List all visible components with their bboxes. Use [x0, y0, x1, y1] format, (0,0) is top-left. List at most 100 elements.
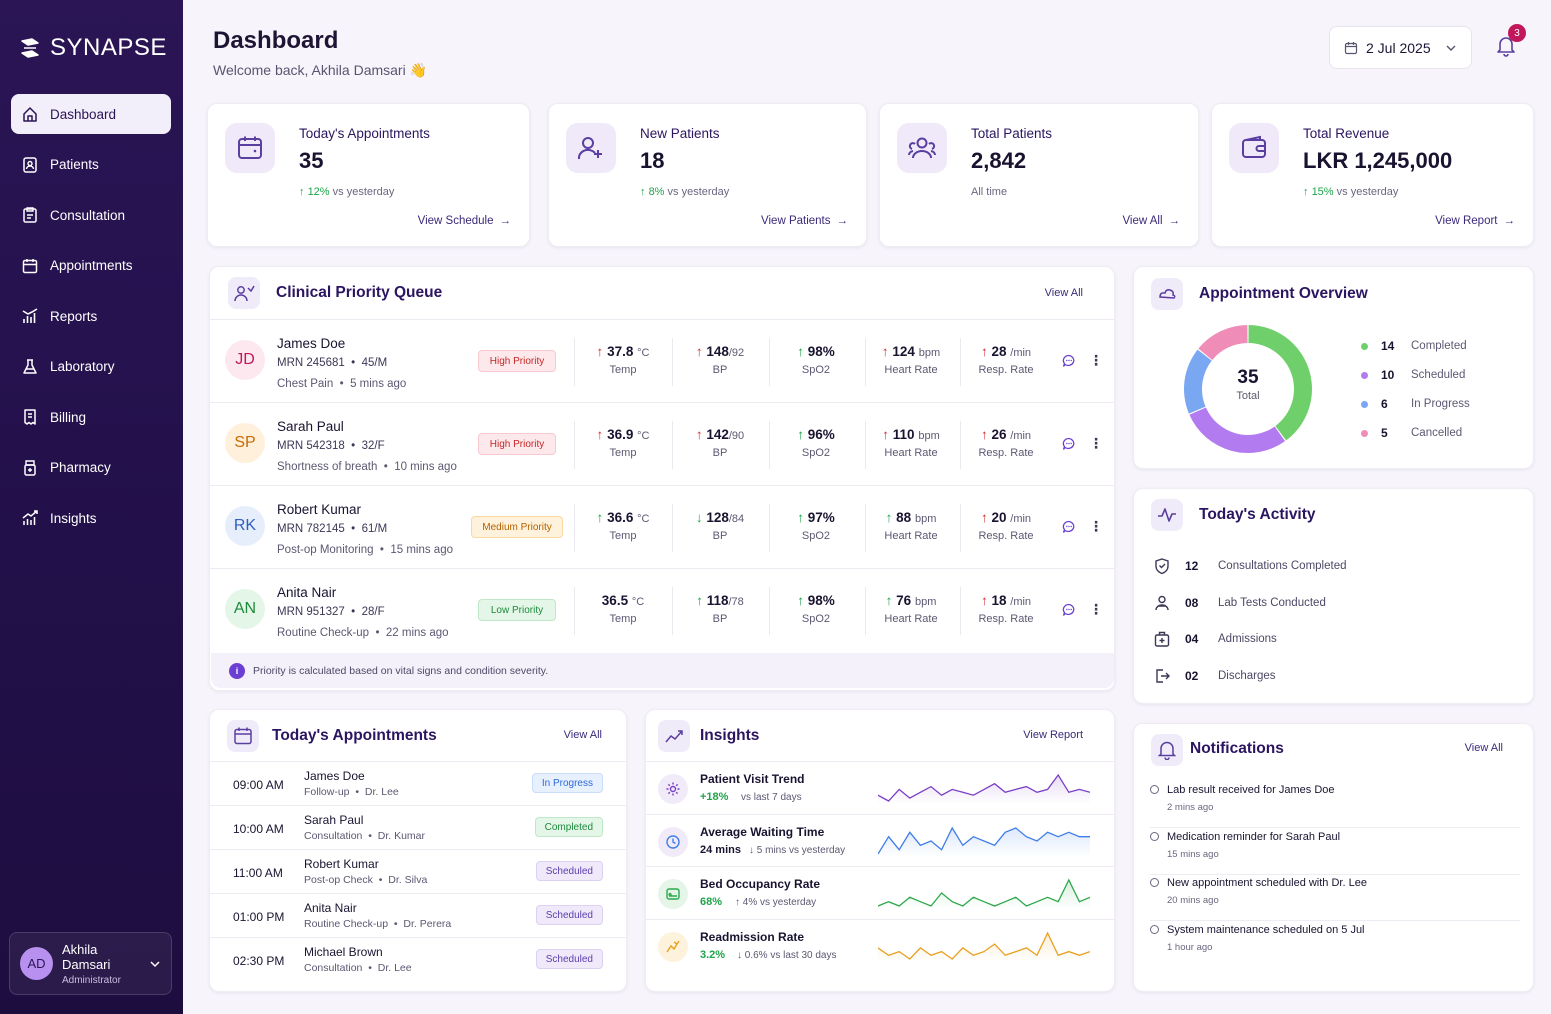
stat-link[interactable]: View All → [1122, 215, 1180, 227]
logo[interactable]: SYNAPSE [18, 34, 167, 62]
vital-hr: ↑ 124 bpm Heart Rate [866, 344, 956, 376]
user-menu[interactable]: AD Akhila Damsari Administrator [9, 932, 172, 995]
sparkline-chart [878, 930, 1090, 962]
appointment-row[interactable]: 02:30 PM Michael Brown Consultation • Dr… [210, 937, 628, 981]
arrow-up-icon: ↑ [797, 593, 804, 608]
sidebar-item-patients[interactable]: Patients [11, 145, 171, 185]
appointments-view-all-link[interactable]: View All [563, 729, 602, 741]
flask-icon [23, 358, 37, 374]
vital-label: Temp [609, 364, 637, 376]
insight-row[interactable]: Patient Visit Trend +18% vs last 7 days [646, 761, 1116, 813]
clipboard-icon [23, 207, 37, 223]
stat-link[interactable]: View Report → [1435, 215, 1515, 227]
stat-label: Total Patients [971, 126, 1053, 141]
sidebar-item-label: Patients [50, 157, 99, 172]
appointment-details: Consultation • Dr. Lee [304, 962, 412, 974]
donut-slice-scheduled[interactable] [1189, 407, 1286, 453]
more-options-icon[interactable]: ⋮ [1089, 352, 1103, 368]
insight-row[interactable]: Bed Occupancy Rate 68% ↑ 4% vs yesterday [646, 866, 1116, 918]
sparkline-chart [878, 878, 1090, 909]
sidebar-item-appointments[interactable]: Appointments [11, 246, 171, 286]
legend-label: Scheduled [1411, 369, 1466, 381]
notifications-title: Notifications [1190, 740, 1284, 757]
vital-label: Temp [609, 447, 637, 459]
insights-view-report-link[interactable]: View Report [1023, 729, 1083, 741]
donut-slice-in-progress[interactable] [1184, 349, 1212, 414]
activity-item: 02 Discharges [1153, 667, 1276, 685]
legend-value: 10 [1381, 368, 1395, 382]
activity-label: Discharges [1218, 669, 1276, 682]
queue-row[interactable]: JD James Doe MRN 245681 • 45/M Chest Pai… [210, 319, 1114, 402]
queue-row[interactable]: SP Sarah Paul MRN 542318 • 32/F Shortnes… [210, 402, 1114, 485]
activity-count: 12 [1185, 559, 1199, 573]
sidebar-item-insights[interactable]: Insights [11, 498, 171, 538]
legend-dot [1361, 429, 1368, 437]
sidebar-item-label: Dashboard [50, 106, 117, 122]
chevron-down-icon [1446, 45, 1456, 51]
more-options-icon[interactable]: ⋮ [1089, 435, 1103, 451]
stat-card-total-patients: Total Patients 2,842 All time View All → [879, 103, 1199, 247]
pulse-icon [1151, 499, 1183, 531]
sidebar-item-pharmacy[interactable]: Pharmacy [11, 448, 171, 488]
divider [769, 421, 770, 469]
calendar-icon [1344, 41, 1358, 54]
vital-temp: ↑ 37.8 °C Temp [578, 344, 668, 376]
patient-name[interactable]: James Doe [277, 336, 346, 351]
message-icon[interactable] [1062, 354, 1076, 371]
notification-item[interactable]: Medication reminder for Sarah Paul 15 mi… [1150, 828, 1520, 875]
message-icon[interactable] [1062, 603, 1076, 620]
insight-row[interactable]: Average Waiting Time 24 mins ↓ 5 mins vs… [646, 813, 1116, 866]
appointment-row[interactable]: 09:00 AM James Doe Follow-up • Dr. Lee I… [210, 761, 628, 805]
appointment-details: Routine Check-up • Dr. Perera [304, 918, 452, 930]
appointment-row[interactable]: 01:00 PM Anita Nair Routine Check-up • D… [210, 893, 628, 937]
queue-view-all-link[interactable]: View All [1044, 287, 1083, 299]
more-options-icon[interactable]: ⋮ [1089, 601, 1103, 617]
message-icon[interactable] [1062, 437, 1076, 454]
sidebar-item-billing[interactable]: Billing [11, 397, 171, 437]
stat-value: 35 [299, 148, 324, 173]
legend-value: 5 [1381, 426, 1388, 440]
sidebar-item-laboratory[interactable]: Laboratory [11, 347, 171, 387]
insight-title: Patient Visit Trend [700, 772, 805, 786]
bell-icon [1151, 734, 1183, 766]
home-icon [23, 107, 37, 122]
priority-badge: High Priority [478, 433, 556, 455]
notification-item[interactable]: System maintenance scheduled on 5 Jul 1 … [1150, 921, 1520, 968]
patient-name[interactable]: Anita Nair [277, 585, 337, 600]
divider [672, 421, 673, 469]
patient-name[interactable]: Sarah Paul [277, 419, 344, 434]
queue-row[interactable]: AN Anita Nair MRN 951327 • 28/F Routine … [210, 568, 1114, 651]
up-arrow-icon: ↑ [640, 186, 649, 198]
sidebar-item-dashboard[interactable]: Dashboard [11, 94, 171, 134]
trend-chart-icon [22, 510, 38, 525]
footnote-text: Priority is calculated based on vital si… [253, 664, 549, 677]
notification-item[interactable]: New appointment scheduled with Dr. Lee 2… [1150, 874, 1520, 921]
divider [865, 338, 866, 386]
notification-item[interactable]: Lab result received for James Doe 2 mins… [1150, 781, 1520, 828]
main-content: Dashboard Welcome back, Akhila Damsari 👋… [183, 0, 1551, 1014]
gear-people-icon [658, 774, 688, 804]
stat-link[interactable]: View Patients → [761, 215, 848, 227]
patient-mrn: MRN 951327 • 28/F [277, 606, 385, 618]
notifications-button[interactable]: 3 [1488, 24, 1526, 66]
queue-row[interactable]: RK Robert Kumar MRN 782145 • 61/M Post-o… [210, 485, 1114, 568]
more-options-icon[interactable]: ⋮ [1089, 518, 1103, 534]
patient-name[interactable]: Robert Kumar [277, 502, 362, 517]
appointment-time: 01:00 PM [233, 910, 285, 924]
donut-slice-completed[interactable] [1248, 325, 1312, 441]
message-icon[interactable] [1062, 520, 1076, 537]
stat-link[interactable]: View Schedule → [417, 215, 511, 227]
donut-total: 35 [1237, 367, 1259, 388]
vital-spo2: ↑ 97% SpO2 [771, 510, 861, 542]
stat-card-new-patients: New Patients 18 ↑ 8% vs yesterday View P… [548, 103, 867, 247]
date-picker[interactable]: 2 Jul 2025 [1329, 26, 1472, 69]
sidebar-item-consultation[interactable]: Consultation [11, 195, 171, 235]
stat-change: All time [971, 186, 1008, 198]
insight-row[interactable]: Readmission Rate 3.2% ↓ 0.6% vs last 30 … [646, 918, 1116, 971]
patient-avatar: RK [225, 506, 265, 546]
appointment-row[interactable]: 10:00 AM Sarah Paul Consultation • Dr. K… [210, 805, 628, 849]
sidebar-item-reports[interactable]: Reports [11, 296, 171, 336]
notifications-view-all-link[interactable]: View All [1464, 742, 1503, 754]
donut-slice-cancelled[interactable] [1198, 325, 1248, 360]
appointment-row[interactable]: 11:00 AM Robert Kumar Post-op Check • Dr… [210, 849, 628, 893]
